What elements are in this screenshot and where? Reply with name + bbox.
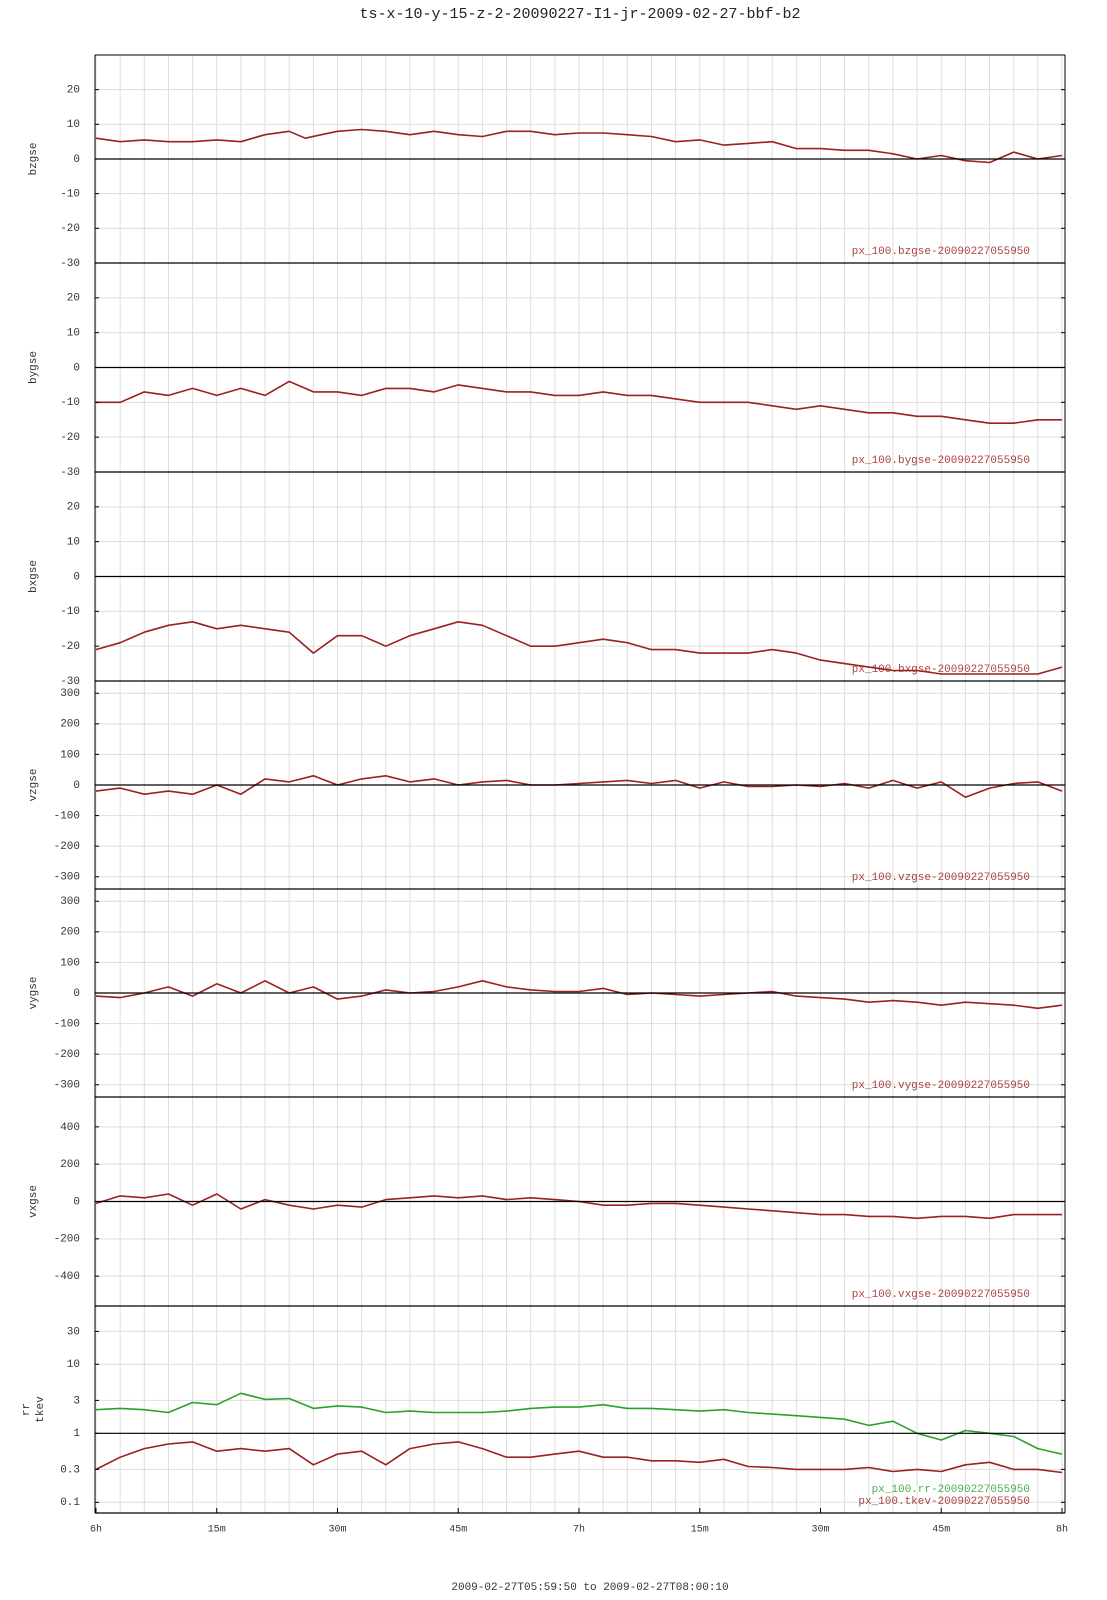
x-tick-label: 7h: [573, 1524, 585, 1536]
chart-title: ts-x-10-y-15-z-2-20090227-I1-jr-2009-02-…: [359, 6, 800, 23]
y-tick-label: 20: [67, 293, 80, 305]
x-axis-label: 2009-02-27T05:59:50 to 2009-02-27T08:00:…: [451, 1582, 728, 1594]
y-axis-label: rr: [21, 1403, 33, 1416]
y-tick-label: -10: [60, 606, 80, 618]
series-line: [95, 1441, 1063, 1474]
y-tick-label: 200: [60, 1159, 80, 1171]
series-annotation: px_100.vzgse-20090227055950: [852, 872, 1030, 884]
x-tick-label: 30m: [811, 1525, 829, 1536]
y-tick-label: -20: [60, 223, 80, 235]
y-tick-label: -20: [60, 641, 80, 653]
x-tick-label: 8h: [1056, 1524, 1068, 1536]
y-tick-label: 20: [67, 502, 80, 514]
series-line: [95, 621, 1063, 675]
y-axis-label: bxgse: [28, 560, 40, 593]
series-annotation: px_100.vxgse-20090227055950: [852, 1289, 1030, 1301]
series-line: [96, 380, 1062, 424]
y-tick-label: -20: [60, 432, 80, 444]
series-annotation: px_100.rr-20090227055950: [872, 1484, 1030, 1496]
y-tick-label: -30: [60, 467, 80, 479]
series-annotation: px_100.vygse-20090227055950: [852, 1080, 1030, 1092]
series-annotation: px_100.tkev-20090227055950: [858, 1496, 1030, 1508]
y-tick-label: -200: [54, 1049, 80, 1061]
y-tick-label: 20: [67, 85, 80, 97]
x-tick-label: 15m: [208, 1525, 226, 1536]
x-tick-label: 30m: [328, 1525, 346, 1536]
y-tick-label: 200: [60, 927, 80, 939]
y-axis-label: bzgse: [28, 142, 40, 175]
y-tick-label: 10: [67, 1359, 80, 1371]
y-tick-label: 300: [60, 896, 80, 908]
y-axis-label: bygse: [28, 351, 40, 384]
y-tick-label: -30: [60, 258, 80, 270]
y-tick-label: 1: [73, 1428, 80, 1440]
y-tick-label: -200: [54, 841, 80, 853]
y-axis-label: vygse: [28, 976, 40, 1009]
y-tick-label: 0: [73, 780, 80, 792]
y-tick-label: 3: [73, 1395, 80, 1407]
series-line: [95, 980, 1063, 1010]
y-tick-label: 0: [73, 988, 80, 1000]
series-annotation: px_100.bygse-20090227055950: [852, 455, 1030, 467]
series-line: [95, 775, 1063, 798]
y-tick-label: -400: [54, 1271, 80, 1283]
y-tick-label: -100: [54, 1018, 80, 1030]
y-tick-label: -10: [60, 189, 80, 201]
y-tick-label: 0: [73, 154, 80, 166]
x-tick-label: 15m: [691, 1525, 709, 1536]
y-tick-label: 100: [60, 749, 80, 761]
y-axis-label: tkev: [35, 1396, 47, 1423]
y-tick-label: -200: [54, 1234, 80, 1246]
y-tick-label: -30: [60, 676, 80, 688]
y-tick-label: 0: [73, 571, 80, 583]
series-annotation: px_100.bxgse-20090227055950: [852, 664, 1030, 676]
y-tick-label: 0.3: [60, 1464, 80, 1476]
y-tick-label: -300: [54, 1080, 80, 1092]
y-tick-label: 200: [60, 719, 80, 731]
y-tick-label: -300: [54, 872, 80, 884]
y-tick-label: 0.1: [60, 1497, 80, 1509]
y-tick-label: 0: [73, 1196, 80, 1208]
x-tick-label: 6h: [90, 1524, 102, 1536]
y-axis-label: vzgse: [28, 768, 40, 801]
series-line: [95, 1392, 1063, 1455]
y-tick-label: 10: [67, 537, 80, 549]
y-tick-label: 0: [73, 362, 80, 374]
x-tick-label: 45m: [449, 1525, 467, 1536]
y-tick-label: -100: [54, 810, 80, 822]
y-tick-label: -10: [60, 397, 80, 409]
y-tick-label: 300: [60, 688, 80, 700]
y-tick-label: 400: [60, 1122, 80, 1134]
y-tick-label: 30: [67, 1326, 80, 1338]
series-line: [95, 128, 1063, 164]
series-annotation: px_100.bzgse-20090227055950: [852, 246, 1030, 258]
y-tick-label: 10: [67, 328, 80, 340]
y-tick-label: 10: [67, 119, 80, 131]
x-tick-label: 45m: [932, 1525, 950, 1536]
y-tick-label: 100: [60, 957, 80, 969]
y-axis-label: vxgse: [28, 1185, 40, 1218]
